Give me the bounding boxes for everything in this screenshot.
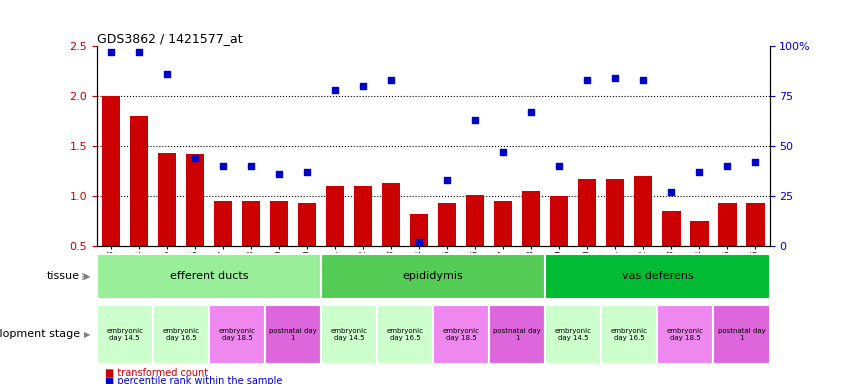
- Bar: [270, 201, 288, 246]
- Point: [328, 87, 341, 93]
- Bar: [658, 305, 713, 364]
- Bar: [601, 305, 658, 364]
- Point: [580, 77, 594, 83]
- Bar: [97, 254, 321, 299]
- Text: embryonic
day 18.5: embryonic day 18.5: [442, 328, 479, 341]
- Point: [412, 239, 426, 245]
- Bar: [186, 154, 204, 246]
- Text: ▶: ▶: [84, 272, 91, 281]
- Bar: [97, 305, 153, 364]
- Point: [468, 117, 482, 123]
- Bar: [321, 305, 377, 364]
- Bar: [713, 305, 770, 364]
- Text: embryonic
day 16.5: embryonic day 16.5: [611, 328, 648, 341]
- Bar: [466, 195, 484, 246]
- Text: postnatal day
1: postnatal day 1: [717, 328, 765, 341]
- Point: [216, 163, 230, 169]
- Point: [132, 49, 145, 55]
- Point: [244, 163, 257, 169]
- Bar: [438, 203, 456, 246]
- Bar: [102, 96, 119, 246]
- Bar: [265, 305, 321, 364]
- Text: embryonic
day 14.5: embryonic day 14.5: [106, 328, 143, 341]
- Text: embryonic
day 14.5: embryonic day 14.5: [555, 328, 592, 341]
- Bar: [578, 179, 596, 246]
- Text: development stage: development stage: [0, 329, 80, 339]
- Bar: [718, 203, 737, 246]
- Bar: [298, 203, 316, 246]
- Text: embryonic
day 16.5: embryonic day 16.5: [387, 328, 424, 341]
- Bar: [130, 116, 148, 246]
- Bar: [377, 305, 433, 364]
- Text: tissue: tissue: [47, 271, 80, 281]
- Point: [300, 169, 314, 175]
- Point: [693, 169, 706, 175]
- Point: [357, 83, 370, 89]
- Bar: [382, 183, 400, 246]
- Bar: [209, 305, 265, 364]
- Bar: [662, 211, 680, 246]
- Bar: [545, 254, 770, 299]
- Text: GDS3862 / 1421577_at: GDS3862 / 1421577_at: [97, 32, 242, 45]
- Bar: [634, 176, 653, 246]
- Bar: [354, 186, 372, 246]
- Bar: [241, 201, 260, 246]
- Text: efferent ducts: efferent ducts: [170, 271, 248, 281]
- Bar: [494, 201, 512, 246]
- Text: postnatal day
1: postnatal day 1: [494, 328, 541, 341]
- Point: [525, 109, 538, 115]
- Bar: [489, 305, 545, 364]
- Bar: [690, 221, 708, 246]
- Bar: [606, 179, 624, 246]
- Text: ■ percentile rank within the sample: ■ percentile rank within the sample: [105, 376, 283, 384]
- Bar: [545, 305, 601, 364]
- Text: ■ transformed count: ■ transformed count: [105, 368, 209, 378]
- Text: ▶: ▶: [84, 329, 91, 339]
- Bar: [550, 196, 569, 246]
- Point: [104, 49, 118, 55]
- Text: embryonic
day 18.5: embryonic day 18.5: [667, 328, 704, 341]
- Bar: [522, 191, 540, 246]
- Text: epididymis: epididymis: [403, 271, 463, 281]
- Bar: [410, 214, 428, 246]
- Point: [188, 155, 202, 161]
- Bar: [321, 254, 545, 299]
- Point: [496, 149, 510, 155]
- Bar: [153, 305, 209, 364]
- Point: [441, 177, 454, 183]
- Bar: [746, 203, 764, 246]
- Point: [272, 171, 286, 177]
- Bar: [325, 186, 344, 246]
- Point: [721, 163, 734, 169]
- Point: [384, 77, 398, 83]
- Text: embryonic
day 18.5: embryonic day 18.5: [219, 328, 256, 341]
- Point: [748, 159, 762, 165]
- Point: [609, 75, 622, 81]
- Text: embryonic
day 16.5: embryonic day 16.5: [162, 328, 199, 341]
- Point: [664, 189, 678, 195]
- Point: [160, 71, 173, 77]
- Text: postnatal day
1: postnatal day 1: [269, 328, 317, 341]
- Point: [637, 77, 650, 83]
- Bar: [433, 305, 489, 364]
- Text: embryonic
day 14.5: embryonic day 14.5: [331, 328, 368, 341]
- Text: vas deferens: vas deferens: [621, 271, 693, 281]
- Point: [553, 163, 566, 169]
- Bar: [157, 153, 176, 246]
- Bar: [214, 201, 232, 246]
